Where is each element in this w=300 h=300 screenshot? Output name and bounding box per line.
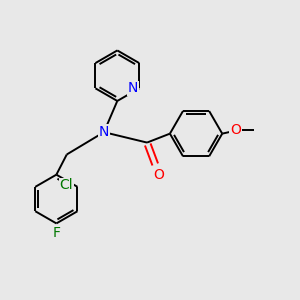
Text: N: N: [128, 81, 138, 95]
Text: N: N: [99, 125, 109, 139]
Text: Cl: Cl: [59, 178, 73, 192]
Text: F: F: [52, 226, 60, 240]
Text: O: O: [153, 168, 164, 182]
Text: O: O: [230, 123, 241, 137]
